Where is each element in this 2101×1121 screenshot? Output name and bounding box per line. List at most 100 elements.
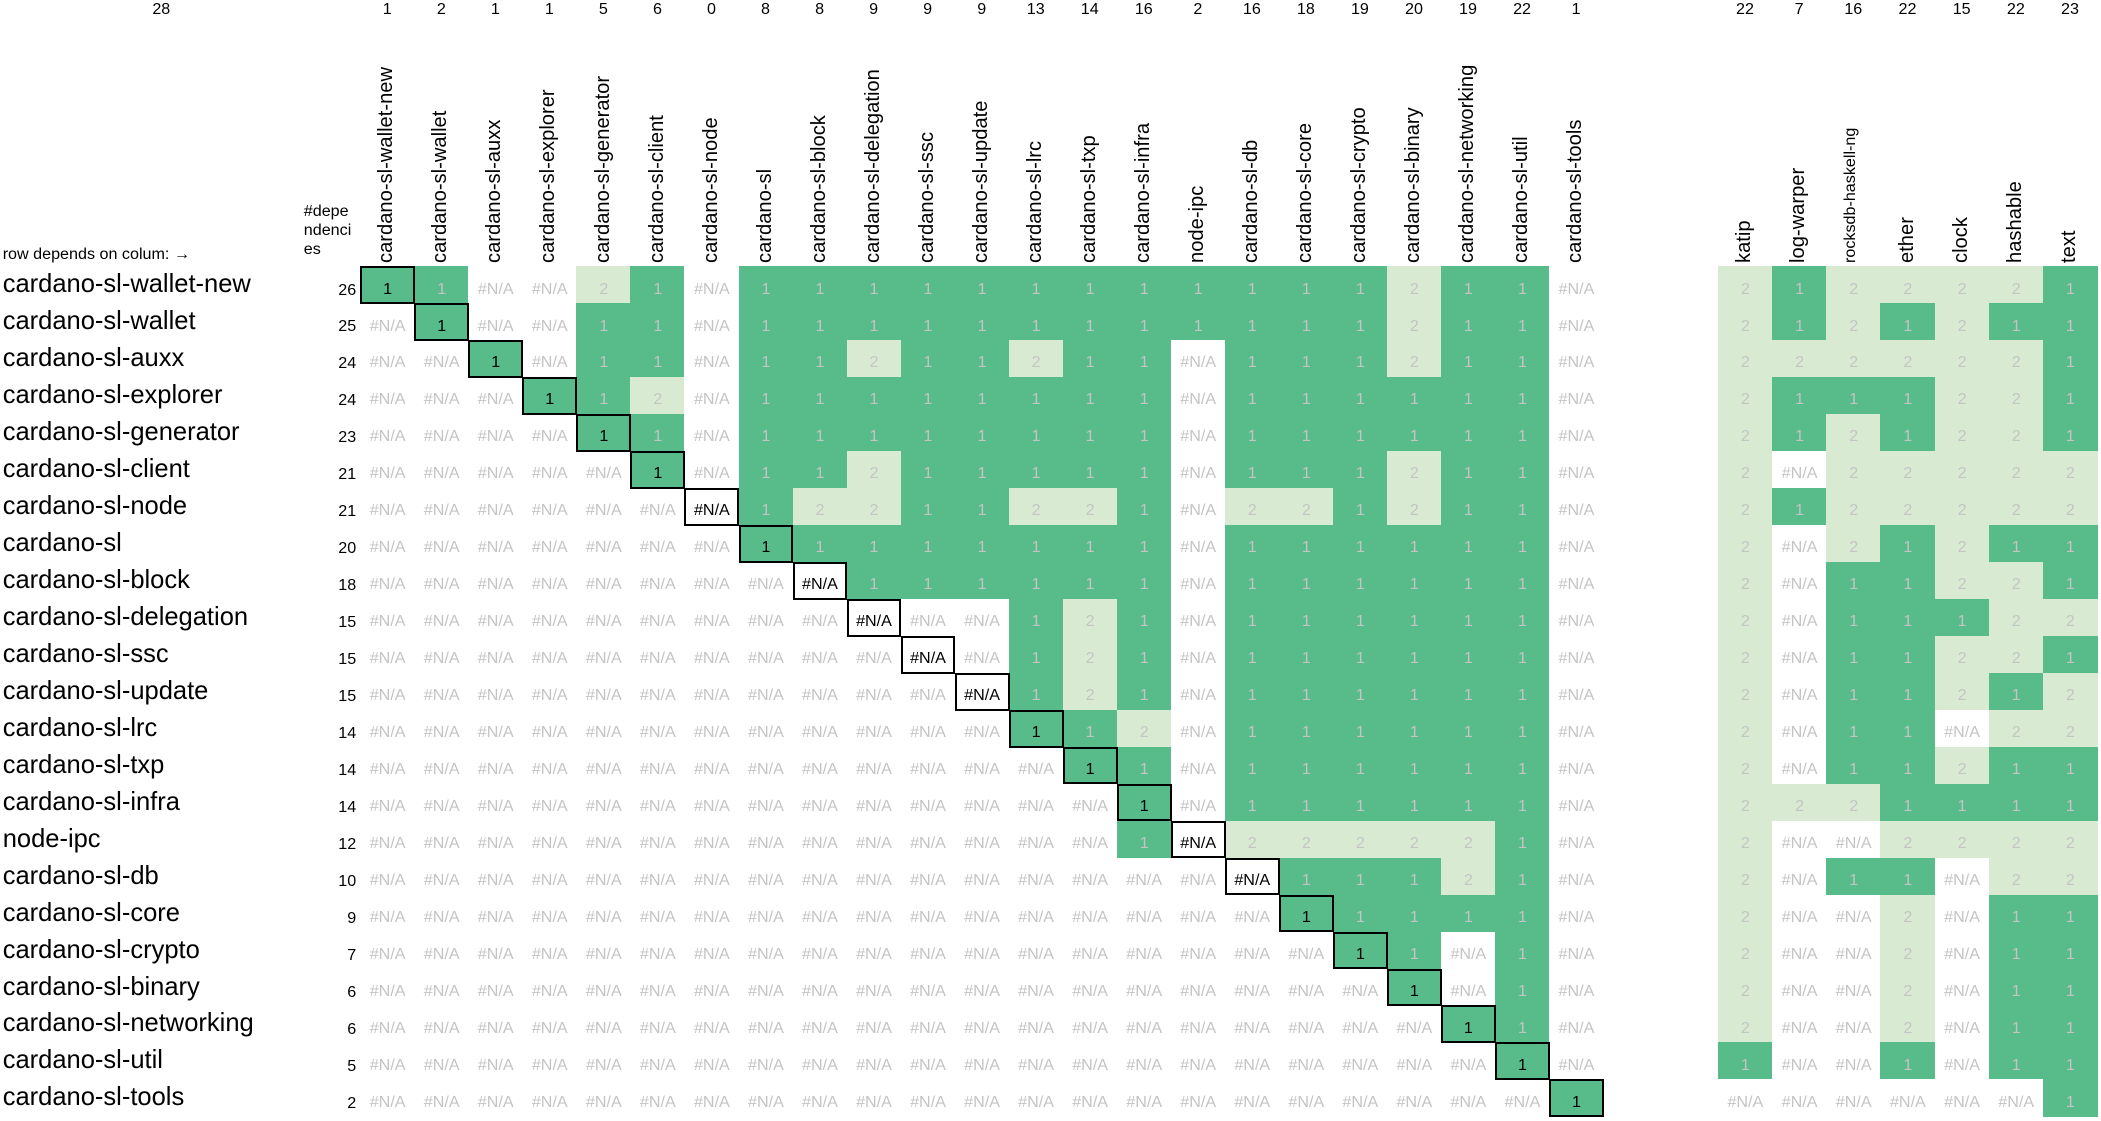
external-cell: #N/A — [1772, 857, 1828, 896]
cell: #N/A — [1549, 857, 1604, 896]
cell: #N/A — [738, 857, 794, 896]
cell: 2 — [1008, 340, 1064, 378]
cell: #N/A — [954, 968, 1010, 1007]
external-cell: 2 — [1826, 524, 1882, 563]
external-cell: 1 — [1988, 672, 2044, 711]
cell: #N/A — [414, 450, 470, 489]
cell: #N/A — [522, 746, 578, 785]
cell: #N/A — [630, 598, 686, 637]
cell: 1 — [900, 414, 956, 452]
dependency-count: 9 — [347, 908, 357, 927]
cell: #N/A — [1278, 1042, 1334, 1081]
column-count: 16 — [1844, 0, 1863, 18]
cell: 1 — [1116, 746, 1172, 785]
cell: 1 — [1008, 598, 1064, 637]
cell: #N/A — [360, 414, 416, 452]
external-cell: 1 — [1826, 598, 1882, 637]
cell: 1 — [792, 450, 848, 489]
dependency-count: 10 — [338, 871, 357, 890]
cell: 1 — [900, 487, 956, 526]
external-cell: #N/A — [1934, 1079, 1990, 1118]
cell: 1 — [846, 377, 902, 415]
cell: 1 — [1495, 1005, 1550, 1044]
cell: 1 — [1332, 414, 1388, 452]
cell: #N/A — [1008, 1042, 1064, 1081]
cell: #N/A — [414, 635, 470, 674]
cell: #N/A — [846, 894, 902, 933]
cell: 1 — [1495, 672, 1550, 711]
cell: #N/A — [522, 672, 578, 711]
external-cell: 2 — [1934, 820, 1990, 859]
cell: 1 — [1495, 377, 1550, 415]
cell: 1 — [1332, 561, 1388, 600]
cell: #N/A — [414, 414, 470, 452]
cell: 2 — [792, 487, 848, 526]
cell: 1 — [1440, 1005, 1496, 1044]
cell: 2 — [1062, 635, 1118, 674]
external-cell: 2 — [2042, 487, 2098, 526]
column-header: cardano-sl-ssc — [915, 132, 938, 264]
cell: #N/A — [792, 1042, 848, 1081]
cell: 1 — [1224, 377, 1280, 415]
external-cell: 2 — [1826, 303, 1882, 341]
cell: 1 — [1386, 524, 1442, 563]
cell: #N/A — [414, 857, 470, 896]
cell: #N/A — [846, 1042, 902, 1081]
column-header: cardano-sl-client — [645, 115, 668, 264]
cell: 2 — [1116, 709, 1172, 748]
cell: 1 — [846, 414, 902, 452]
cell: #N/A — [1008, 857, 1064, 896]
row-label: cardano-sl-binary — [2, 972, 200, 1001]
external-cell: 1 — [2042, 561, 2098, 600]
external-cell: 2 — [1934, 450, 1990, 489]
external-cell: 1 — [1988, 931, 2044, 970]
external-cell: 2 — [1826, 450, 1882, 489]
cell: #N/A — [414, 1079, 470, 1118]
cell: #N/A — [576, 746, 632, 785]
external-cell: 1 — [1826, 672, 1882, 711]
column-header: cardano-sl-binary — [1402, 107, 1425, 264]
cell: #N/A — [360, 450, 416, 489]
external-cell: 2 — [1934, 303, 1990, 341]
cell: #N/A — [522, 968, 578, 1007]
cell: #N/A — [1170, 820, 1226, 859]
cell: #N/A — [846, 968, 902, 1007]
cell: #N/A — [576, 1005, 632, 1044]
cell: #N/A — [900, 894, 956, 933]
cell: 1 — [792, 266, 848, 304]
external-cell: #N/A — [1826, 968, 1882, 1007]
cell: 1 — [1116, 524, 1172, 563]
external-cell: #N/A — [1772, 1005, 1828, 1044]
cell: 2 — [1062, 487, 1118, 526]
external-cell: 2 — [1934, 524, 1990, 563]
column-count: 1 — [544, 0, 554, 18]
cell: 1 — [1332, 746, 1388, 785]
external-cell: 2 — [1717, 709, 1773, 748]
cell: 1 — [792, 377, 848, 415]
external-cell: 2 — [1988, 340, 2044, 378]
cell: #N/A — [360, 894, 416, 933]
cell: #N/A — [792, 820, 848, 859]
cell: 1 — [1332, 783, 1388, 822]
column-header: cardano-sl-update — [969, 100, 992, 264]
cell: #N/A — [1278, 931, 1334, 970]
external-cell: 1 — [1880, 709, 1936, 748]
cell: 1 — [1495, 820, 1550, 859]
column-count: 9 — [869, 0, 879, 18]
column-count: 13 — [1026, 0, 1045, 18]
cell: 1 — [1386, 561, 1442, 600]
external-cell: 1 — [2042, 1005, 2098, 1044]
cell: #N/A — [684, 894, 740, 933]
cell: 1 — [1332, 894, 1388, 933]
column-count: 8 — [761, 0, 770, 18]
dependency-count: 15 — [338, 687, 357, 706]
external-cell: 1 — [1826, 746, 1882, 785]
dependency-count: 24 — [338, 391, 357, 410]
cell: 1 — [1495, 1042, 1550, 1081]
cell: 1 — [1062, 561, 1118, 600]
cell: 1 — [900, 340, 956, 378]
external-cell: 1 — [1880, 598, 1936, 637]
column-header: text — [2058, 230, 2081, 264]
external-cell: 1 — [2042, 377, 2098, 415]
cell: 1 — [1008, 524, 1064, 563]
